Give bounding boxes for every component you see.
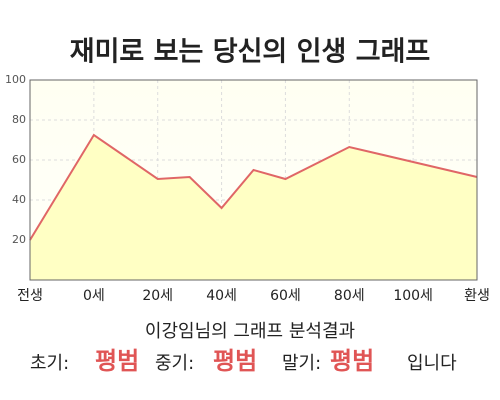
- y-tick-label: 60: [12, 153, 26, 166]
- phase-value: 평범: [95, 347, 139, 375]
- y-tick-label: 100: [5, 73, 26, 86]
- x-tick-label: 60세: [270, 288, 301, 304]
- x-tick-label: 20세: [142, 288, 173, 304]
- phase-label: 초기:: [30, 353, 69, 374]
- phase-value: 평범: [213, 347, 257, 375]
- y-tick-label: 40: [12, 193, 26, 206]
- x-tick-label: 전생: [17, 288, 43, 304]
- x-tick-label: 100세: [393, 288, 433, 304]
- y-tick-label: 80: [12, 113, 26, 126]
- x-tick-label: 0세: [83, 288, 105, 304]
- phase-label: 중기:: [155, 353, 194, 374]
- plot-frame: [29, 79, 478, 281]
- x-tick-label: 40세: [206, 288, 237, 304]
- x-tick-label: 환생: [464, 288, 490, 304]
- line: [29, 133, 478, 241]
- phase-label: 말기:: [282, 353, 321, 374]
- x-tick-label: 80세: [334, 288, 365, 304]
- chart-title: 재미로 보는 당신의 인생 그래프: [70, 37, 431, 68]
- result-ending: 입니다: [407, 353, 457, 374]
- y-tick-label: 20: [12, 233, 26, 246]
- phase-value: 평범: [330, 347, 374, 375]
- area: [30, 135, 477, 280]
- result-heading: 이강임님의 그래프 분석결과: [145, 321, 355, 342]
